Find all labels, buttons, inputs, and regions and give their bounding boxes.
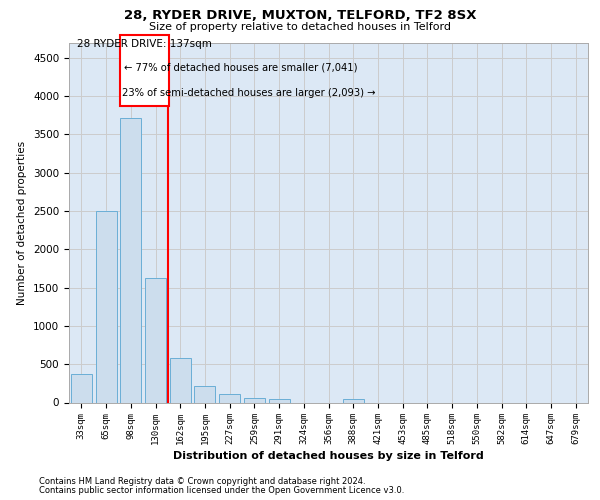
Text: 28 RYDER DRIVE: 137sqm: 28 RYDER DRIVE: 137sqm <box>77 39 212 49</box>
Text: Contains public sector information licensed under the Open Government Licence v3: Contains public sector information licen… <box>39 486 404 495</box>
Text: Size of property relative to detached houses in Telford: Size of property relative to detached ho… <box>149 22 451 32</box>
Bar <box>95 211 116 402</box>
Y-axis label: Number of detached properties: Number of detached properties <box>17 140 28 304</box>
Bar <box>269 400 290 402</box>
Bar <box>71 374 92 402</box>
Text: 23% of semi-detached houses are larger (2,093) →: 23% of semi-detached houses are larger (… <box>122 88 376 98</box>
Text: Contains HM Land Registry data © Crown copyright and database right 2024.: Contains HM Land Registry data © Crown c… <box>39 477 365 486</box>
Bar <box>194 386 215 402</box>
Bar <box>244 398 265 402</box>
Bar <box>219 394 240 402</box>
Bar <box>170 358 191 403</box>
Bar <box>343 398 364 402</box>
Text: ← 77% of detached houses are smaller (7,041): ← 77% of detached houses are smaller (7,… <box>124 62 358 72</box>
Bar <box>120 118 141 403</box>
FancyBboxPatch shape <box>119 36 169 106</box>
Text: 28, RYDER DRIVE, MUXTON, TELFORD, TF2 8SX: 28, RYDER DRIVE, MUXTON, TELFORD, TF2 8S… <box>124 9 476 22</box>
X-axis label: Distribution of detached houses by size in Telford: Distribution of detached houses by size … <box>173 452 484 462</box>
Bar <box>145 278 166 402</box>
